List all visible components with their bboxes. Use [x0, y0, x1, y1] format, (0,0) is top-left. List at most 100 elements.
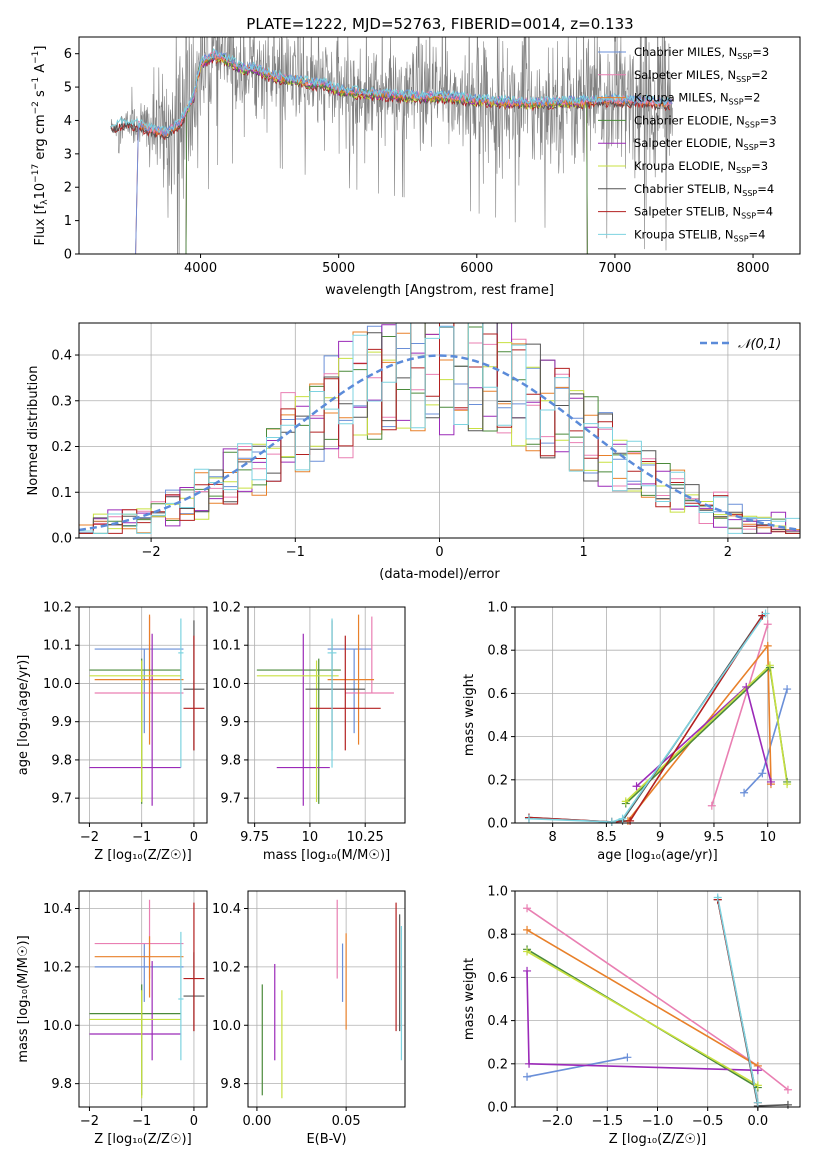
y-tick-label: 6: [64, 47, 72, 62]
x-tick-label: −2: [80, 830, 99, 845]
y-tick-label: 0.1: [51, 486, 72, 501]
y-tick-label: 0.2: [487, 1057, 508, 1072]
plot-area: [89, 899, 205, 1099]
weight-marker: [783, 1100, 792, 1109]
x-axis-label: (data-model)/error: [379, 567, 500, 582]
y-tick-label: 10.2: [212, 960, 241, 975]
weight-marker: [753, 1098, 762, 1107]
residual-histogram: [79, 323, 800, 538]
mass-vs-ebv-panel: 0.00 0.05 9.8 10.0 10.2 10.4 E(B-V): [212, 890, 406, 1147]
weight-marker: [524, 814, 533, 823]
x-tick-label: 10: [759, 830, 776, 845]
y-tick-label: 0.4: [487, 730, 508, 745]
x-tick-label: −2: [80, 1114, 99, 1129]
weight-marker: [621, 797, 630, 806]
x-tick-label: 10: [302, 830, 319, 845]
plot-area: [261, 899, 403, 1099]
model-spectrum-line: [110, 48, 670, 135]
legend-label: 𝒩(0,1): [738, 337, 781, 352]
axes-frame: [247, 890, 406, 1108]
x-tick-label: 0.05: [332, 1114, 361, 1129]
y-tick-label: 9.8: [220, 753, 241, 768]
figure-title: PLATE=1222, MJD=52763, FIBERID=0014, z=0…: [246, 15, 633, 33]
weight-marker: [763, 641, 772, 650]
x-tick-label: 9.75: [240, 830, 269, 845]
y-tick-label: 3: [64, 147, 72, 162]
y-tick-label: 9.8: [51, 1077, 72, 1092]
y-tick-label: 10.0: [212, 1019, 241, 1034]
weight-marker: [761, 609, 770, 618]
y-tick-label: 0: [64, 248, 72, 263]
x-tick-label: 8: [549, 830, 557, 845]
y-tick-label: 10.1: [43, 639, 72, 654]
y-tick-label: 5: [64, 81, 72, 96]
y-axis-label: Flux [fλ10−17 erg cm−2 s−1 A−1]: [31, 46, 50, 246]
model-spectrum-line: [110, 52, 671, 141]
weight-marker: [523, 925, 532, 934]
x-tick-label: −1.0: [642, 1114, 674, 1129]
weight-line: [526, 929, 759, 1067]
y-tick-label: 10.0: [43, 1019, 72, 1034]
weight-marker: [523, 1072, 532, 1081]
weight-marker: [783, 780, 792, 789]
weight-line: [528, 615, 764, 823]
y-tick-label: 1: [64, 214, 72, 229]
y-axis-label: Normed distribution: [26, 366, 41, 496]
y-tick-label: 0.4: [487, 1014, 508, 1029]
legend-label: Salpeter ELODIE, NSSP=3: [634, 136, 776, 152]
weight-marker: [753, 1081, 762, 1090]
y-tick-label: 0.4: [51, 349, 72, 364]
weight-marker: [707, 801, 716, 810]
weight-marker: [607, 817, 616, 826]
x-tick-label: 5000: [322, 261, 355, 276]
axes-frame: [514, 606, 801, 824]
weight-marker: [763, 620, 772, 629]
legend-label: Kroupa ELODIE, NSSP=3: [634, 159, 768, 175]
plot-area: [89, 614, 205, 806]
weight-line: [526, 950, 759, 1087]
y-tick-label: 0.8: [487, 928, 508, 943]
weight-marker: [742, 682, 751, 691]
plot-area: [256, 614, 394, 806]
y-tick-label: 0.0: [487, 1101, 508, 1116]
y-tick-label: 0.0: [51, 532, 72, 547]
weight-line: [711, 624, 769, 806]
weight-vs-age-panel: 8 8.5 9 9.5 10 0.0 0.2 0.4 0.6 0.8 1.0 age [log₁₀(a…: [462, 601, 801, 863]
x-tick-label: 9.5: [704, 830, 725, 845]
axes-frame: [78, 606, 208, 824]
weight-line: [528, 615, 764, 823]
residuals-panel: −2 −1 0 1 2 0.0 0.1 0.2 0.3 0.4 (data-model)/error…: [26, 322, 801, 582]
weight-marker: [632, 782, 641, 791]
x-axis-label: wavelength [Angstrom, rest frame]: [325, 283, 554, 298]
y-tick-label: 10.4: [212, 902, 241, 917]
x-tick-label: 4000: [184, 261, 217, 276]
y-tick-label: 10.1: [212, 639, 241, 654]
y-axis-label: age [log₁₀(age/yr)]: [16, 655, 31, 776]
y-axis-label: mass weight: [462, 674, 477, 756]
legend-label: Chabrier MILES, NSSP=3: [634, 45, 769, 61]
legend-label: Kroupa MILES, NSSP=2: [634, 91, 760, 107]
legend-label: Kroupa STELIB, NSSP=4: [634, 227, 765, 243]
y-tick-label: 10.0: [43, 677, 72, 692]
y-tick-label: 0.8: [487, 644, 508, 659]
weight-marker: [783, 1085, 792, 1094]
weight-marker: [766, 777, 775, 786]
x-tick-label: −0.5: [692, 1114, 724, 1129]
y-tick-label: 0.2: [487, 773, 508, 788]
spectrum-panel: 4000 5000 6000 7000 8000 0 1 2 3 4 5 6 wavelength [A…: [31, 36, 801, 298]
x-tick-label: 8.5: [596, 830, 617, 845]
x-axis-label: E(B-V): [306, 1132, 346, 1147]
x-tick-label: 7000: [598, 261, 631, 276]
weight-vs-metallicity-panel: −2.0 −1.5 −1.0 −0.5 0.0 0.0 0.2 0.4 0.6 0.8 1.0 Z […: [462, 885, 801, 1147]
x-tick-label: 0: [435, 545, 443, 560]
x-tick-label: 2: [724, 545, 732, 560]
x-axis-label: age [log₁₀(age/yr)]: [597, 848, 718, 863]
x-axis-label: Z [log₁₀(Z/Z☉)]: [94, 848, 191, 863]
plot-area: [528, 613, 788, 823]
y-tick-label: 10.2: [43, 960, 72, 975]
x-tick-label: −2: [142, 545, 161, 560]
y-tick-label: 9.7: [220, 792, 241, 807]
plot-area: [79, 323, 800, 538]
weight-marker: [523, 947, 532, 956]
